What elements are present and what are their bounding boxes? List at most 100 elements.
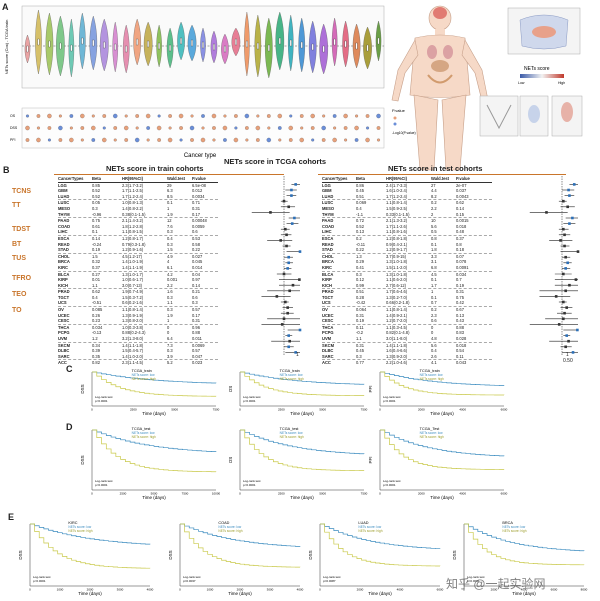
train-cell-p: 0.31 xyxy=(192,318,200,324)
test-cell-hr: 1.3(0.2-7.0) xyxy=(386,294,408,300)
test-cell-p: 0.75 xyxy=(456,294,464,300)
test-cell-beta: 0.31 xyxy=(356,312,364,318)
km-x-tick: 2500 xyxy=(278,408,285,412)
km-curve-high xyxy=(464,523,585,566)
forest-point xyxy=(565,334,569,337)
dot-matrix-point xyxy=(212,126,216,130)
forest-point xyxy=(287,205,291,209)
violin-box xyxy=(202,41,204,49)
test-cell-hr: 1.5(0.9-2.5) xyxy=(386,205,408,211)
test-cell-hr: 3.0(1.1-8.0) xyxy=(386,336,408,342)
train-cell-wald: 3.9 xyxy=(167,353,173,359)
dot-matrix-point xyxy=(365,137,370,143)
test-row: THYM -1.1 0.33(0.1-1.5) 2 0.15 xyxy=(322,212,492,219)
km-ylabel: DSS xyxy=(18,550,23,559)
train-table-rule xyxy=(54,174,284,175)
train-cell-p: 0.14 xyxy=(192,282,200,288)
forest-point xyxy=(287,345,291,349)
km-title: LUAD xyxy=(358,521,368,525)
train-row: MESO 0.3 1.4(0.8-2.2) 1 0.31 xyxy=(58,206,218,212)
test-header-beta: Beta xyxy=(356,176,365,181)
dot-matrix-point xyxy=(47,113,52,119)
test-table-title: NETs score in test cohorts xyxy=(388,164,483,173)
violin-box xyxy=(125,45,128,53)
train-cell-cancer: UCEC xyxy=(58,312,70,318)
dot-matrix-point xyxy=(376,126,381,130)
km-xlabel: Time (days) xyxy=(430,411,454,416)
panel-d-label: D xyxy=(66,422,73,432)
km-logrank-label: Log-rank test xyxy=(243,479,261,483)
km-ylabel: DSS xyxy=(80,455,85,464)
violin-box xyxy=(48,40,51,48)
test-cell-wald: 4.8 xyxy=(431,336,437,342)
km-title: TCGA_test xyxy=(132,427,152,431)
dot-matrix-point xyxy=(277,126,282,130)
dot-matrix-point xyxy=(135,114,140,118)
forest-point xyxy=(282,272,286,276)
train-row: STAD 0.19 1.2(0.9-1.6) 1.5 0.22 xyxy=(58,247,218,254)
test-cell-beta: 0.52 xyxy=(356,223,364,229)
train-cell-cancer: STAD xyxy=(58,247,69,253)
test-cell-wald: 0 xyxy=(431,324,434,330)
km-pvalue: p=0.0031 xyxy=(467,579,480,583)
dot-matrix-point xyxy=(277,113,282,119)
forest-point xyxy=(279,239,282,242)
km-x-tick: 4000 xyxy=(297,588,304,592)
dot-matrix-point xyxy=(310,113,315,119)
dot-matrix-point xyxy=(113,138,117,142)
train-cell-wald: 1 xyxy=(167,205,170,211)
dot-matrix-point xyxy=(102,114,107,118)
test-row: GBM 0.45 1.6(1.0-2.4) 4.4 0.037 xyxy=(322,188,492,194)
forest-point xyxy=(291,283,295,287)
km-logrank-label: Log-rank test xyxy=(243,395,261,399)
km-xlabel: Time (days) xyxy=(142,495,166,500)
test-cell-wald: 4.1 xyxy=(431,360,437,366)
test-cell-hr: 1.2(0.9-1.7) xyxy=(386,247,408,253)
km-xlabel: Time (days) xyxy=(430,495,454,500)
violin-box xyxy=(114,43,117,51)
test-row: THCA 0.11 1.1(0.3-4.5) 0 0.88 xyxy=(322,325,492,331)
train-cell-hr: 0.6(0.2-1.6) xyxy=(122,300,144,306)
violin-group xyxy=(24,9,382,79)
train-cell-beta: 0.37 xyxy=(92,264,100,270)
km-x-tick: 4000 xyxy=(397,588,404,592)
test-row: ESCA 0.2 1.2(0.8-1.8) 0.8 0.37 xyxy=(322,236,492,242)
km-x-tick: 6000 xyxy=(437,588,444,592)
test-cell-p: 2e-07 xyxy=(456,182,467,188)
test-row: PRAD 0.51 1.7(0.6-4.6) 1 0.31 xyxy=(322,289,492,295)
forest-point xyxy=(563,244,566,248)
test-cell-p: 0.54 xyxy=(456,348,464,354)
train-cell-hr: 1.0(0.8-1.3) xyxy=(122,200,144,206)
dot-matrix-point xyxy=(365,114,370,118)
km-ylabel: DSS xyxy=(452,550,457,559)
train-cell-cancer: THCA xyxy=(58,324,70,330)
train-cell-beta: 0.01 xyxy=(92,277,100,283)
km-x-tick: 6000 xyxy=(501,408,508,412)
dot-matrix-point xyxy=(288,125,293,131)
violin-box xyxy=(169,44,172,52)
test-cell-wald: 0.1 xyxy=(431,277,437,283)
forest-point xyxy=(298,278,301,281)
train-cell-wald: 7.6 xyxy=(167,223,173,229)
group-code-tus: TUS xyxy=(12,255,26,262)
test-cell-p: 0.018 xyxy=(456,342,467,348)
train-cell-hr: 2.3(1.1-4.5) xyxy=(122,360,144,366)
dot-matrix-point xyxy=(344,138,348,142)
test-cell-wald: 27 xyxy=(431,182,436,188)
train-cell-cancer: PAAD xyxy=(58,218,70,224)
train-cell-cancer: SKCM xyxy=(58,342,71,348)
train-cell-wald: 29 xyxy=(167,182,172,188)
km-curve-low xyxy=(92,371,217,384)
dot-matrix-point xyxy=(179,126,183,130)
forest-point xyxy=(269,211,272,214)
train-cell-beta: 1.5 xyxy=(92,253,98,259)
test-cell-wald: 0.2 xyxy=(431,307,437,313)
km-x-tick: 7500 xyxy=(361,492,368,496)
test-cell-beta: 0.3 xyxy=(356,271,362,277)
km-logrank-label: Log-rank test xyxy=(383,479,401,483)
test-cell-p: 0.14 xyxy=(456,205,464,211)
km-legend-high: NETs score: high xyxy=(280,377,304,381)
km-curve-low xyxy=(92,429,217,452)
